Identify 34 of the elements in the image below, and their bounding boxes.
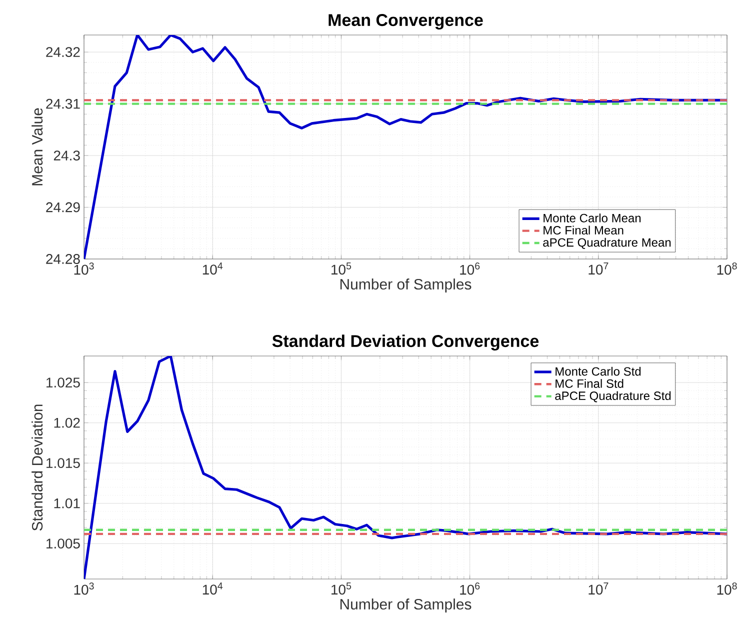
x-tick-label: 10$^{6}$ [460, 582, 480, 595]
chart-title: Mean Convergence [328, 14, 483, 30]
x-axis-title: Number of Samples [340, 278, 472, 293]
x-tick-label: 10$^{3}$ [74, 582, 94, 595]
y-tick-label: 24.29 [46, 202, 80, 212]
x-tick-label: 10$^{5}$ [332, 262, 352, 275]
x-tick-label: 10$^{4}$ [202, 262, 223, 275]
legend-label: MC Final Std [556, 379, 624, 388]
legend-label: MC Final Mean [544, 226, 624, 235]
x-tick-label: 10$^{8}$ [717, 582, 737, 595]
y-tick-label: 24.32 [46, 47, 80, 58]
x-tick-label: 10$^{6}$ [460, 262, 480, 275]
x-tick-label: 10$^{7}$ [588, 582, 608, 595]
y-tick-label: 24.28 [46, 254, 80, 264]
x-tick-label: 10$^{8}$ [717, 262, 737, 275]
y-tick-label: 1.02 [54, 418, 80, 428]
y-tick-label: 1.015 [46, 458, 80, 468]
y-axis-title: Standard Deviation [32, 404, 43, 531]
x-tick-label: 10$^{4}$ [202, 582, 223, 595]
x-axis-title: Number of Samples [340, 598, 472, 613]
chart-title: Standard Deviation Convergence [272, 334, 539, 351]
y-tick-label: 1.025 [46, 378, 80, 388]
legend-label: aPCE Quadrature Mean [543, 238, 671, 249]
x-tick-label: 10$^{3}$ [74, 262, 94, 275]
legend-label: Monte Carlo Std [556, 366, 641, 376]
y-tick-label: 24.3 [54, 150, 80, 160]
y-tick-label: 24.31 [46, 98, 80, 109]
x-tick-label: 10$^{7}$ [588, 262, 608, 275]
x-tick-label: 10$^{5}$ [332, 582, 352, 595]
y-tick-label: 1.01 [54, 498, 80, 508]
legend-label: Monte Carlo Mean [544, 214, 641, 222]
y-axis-title: Mean Value [32, 108, 43, 186]
legend-label: aPCE Quadrature Std [555, 391, 671, 402]
y-tick-label: 1.005 [46, 538, 80, 549]
